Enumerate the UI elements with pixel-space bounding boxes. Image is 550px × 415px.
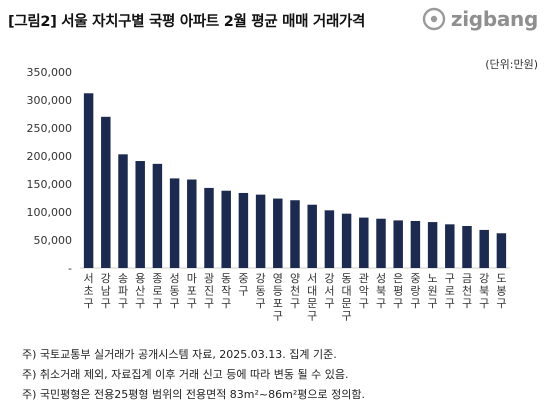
y-tick-label: 300,000 — [27, 94, 73, 107]
bar — [169, 178, 180, 268]
unit-label: (단위:만원) — [485, 58, 538, 71]
y-tick-label: - — [68, 262, 72, 275]
bar — [341, 213, 352, 268]
chart-title: [그림2] 서울 자치구별 국평 아파트 2월 평균 매매 거래가격 — [8, 14, 366, 30]
y-tick-label: 350,000 — [27, 66, 73, 79]
bar — [359, 217, 369, 268]
bar — [255, 194, 266, 268]
bar — [152, 163, 163, 268]
zigbang-logo-icon — [422, 7, 446, 31]
bar — [496, 233, 507, 268]
bar — [410, 220, 421, 268]
bar — [290, 200, 300, 268]
y-tick-label: 250,000 — [27, 122, 73, 135]
footnote-2: 주) 취소거래 제외, 자료집계 이후 거래 신고 등에 따라 변동 될 수 있… — [22, 368, 349, 381]
bar-chart: - 50,000 100,000 150,000 200,000 250,000 300,0… — [27, 66, 510, 323]
bar — [376, 218, 386, 268]
bar — [221, 190, 231, 268]
header: [그림2] 서울 자치구별 국평 아파트 2월 평균 매매 거래가격 zigba… — [0, 0, 550, 44]
footnotes: 주) 국토교통부 실거래가 공개시스템 자료, 2025.03.13. 집계 기… — [22, 345, 542, 405]
bar — [101, 116, 111, 268]
bar — [187, 179, 197, 268]
bar — [393, 220, 403, 268]
y-tick-label: 50,000 — [34, 234, 73, 247]
footnote-1: 주) 국토교통부 실거래가 공개시스템 자료, 2025.03.13. 집계 기… — [22, 348, 337, 361]
y-tick-label: 200,000 — [27, 150, 73, 163]
bar — [118, 154, 128, 268]
bar — [307, 204, 317, 268]
footnote-3: 주) 국민평형은 전용25평형 범위의 전용면적 83m²~86m²평으로 정의… — [22, 388, 365, 401]
bar — [427, 222, 438, 268]
bar — [135, 161, 145, 268]
bar — [445, 224, 455, 268]
bar — [324, 210, 335, 268]
bar — [238, 192, 249, 268]
bar — [204, 187, 214, 268]
brand-logo: zigbang — [422, 7, 538, 31]
y-tick-label: 100,000 — [27, 206, 73, 219]
brand-name: zigbang — [450, 7, 538, 31]
bar — [83, 93, 94, 268]
bar — [479, 229, 489, 268]
bar — [273, 198, 283, 268]
bar — [462, 226, 472, 268]
y-tick-label: 150,000 — [27, 178, 73, 191]
